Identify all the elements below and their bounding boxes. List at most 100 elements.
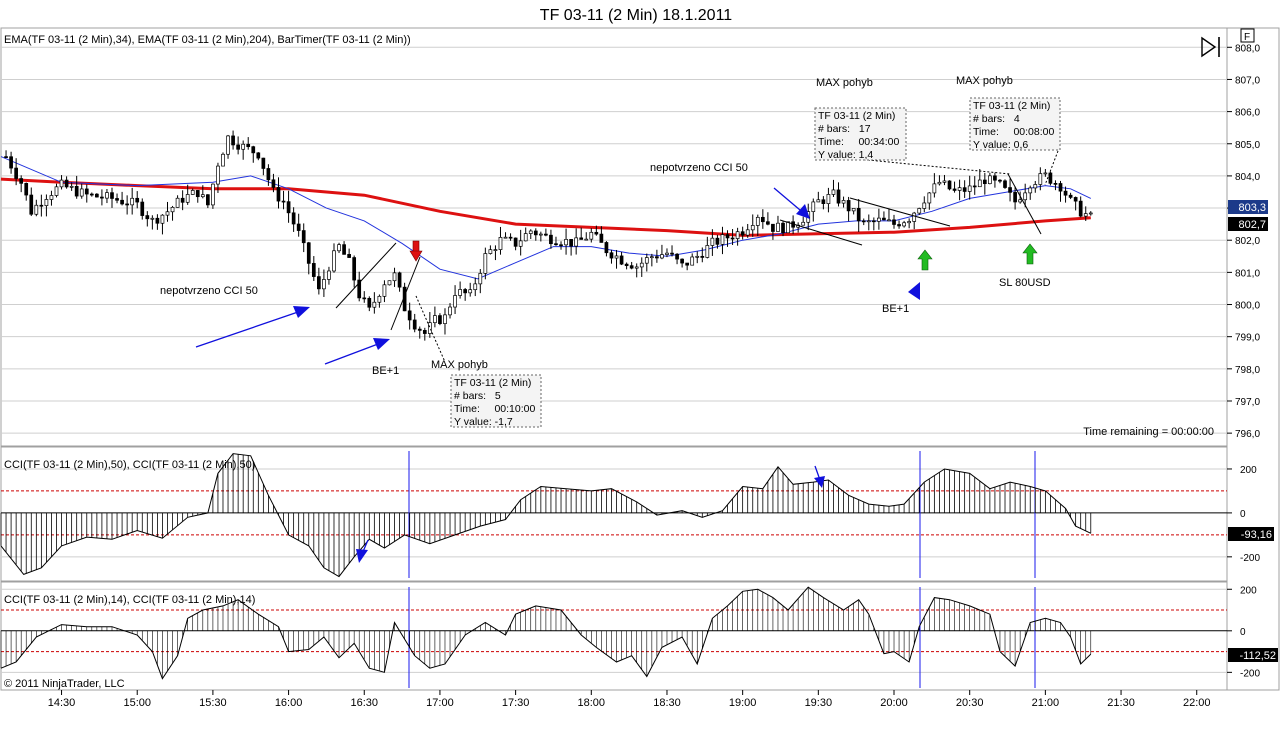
candle-body [79,188,84,197]
candle-body [715,237,720,245]
candle-body [841,200,846,204]
candle-body [322,279,326,290]
panel-toggle-button[interactable]: F [1240,28,1255,43]
candle-body [311,263,316,277]
measure-box-3[interactable]: TF 03-11 (2 Min) # bars: 4 Time: 00:08:0… [969,97,1061,151]
candle-body [337,244,341,252]
price-tick-label: 800,0 [1235,301,1260,312]
price-tick-label: 796,0 [1235,429,1260,440]
time-tick-label: 15:30 [199,697,227,709]
skip-to-end-icon[interactable] [1201,36,1220,58]
candle-body [135,197,140,203]
current-price-badge: 803,3 [1228,200,1268,214]
candle-body [811,201,816,212]
candle-body [977,179,982,188]
price-tick-label: 806,0 [1235,108,1260,119]
candle-body [1048,172,1053,184]
measure-box-line: Time: 00:10:00 [454,403,535,415]
candle-body [125,203,129,206]
price-tick-label: 802,0 [1235,236,1260,247]
candle-body [665,252,669,255]
candle-body [433,315,437,324]
candle-body [377,295,382,303]
candle-body [1003,180,1007,188]
candle-body [84,188,89,195]
candle-body [972,185,977,188]
candle-body [533,230,538,236]
ema34-line [0,156,1092,280]
candle-body [1053,183,1058,185]
candle-body [861,220,866,223]
time-tick-label: 14:30 [48,697,76,709]
annotation-nepotvrzeno-left: nepotvrzeno CCI 50 [160,285,258,297]
annotation-be-right: BE+1 [882,303,909,315]
candle-body [29,194,34,215]
candle-body [549,234,553,245]
measure-box-2[interactable]: TF 03-11 (2 Min) # bars: 17 Time: 00:34:… [814,107,907,161]
candle-body [740,231,745,236]
price-axis-area[interactable] [1226,27,1280,691]
time-tick-label: 19:00 [729,697,757,709]
price-tick-label: 808,0 [1235,43,1260,54]
time-tick-label: 21:00 [1032,697,1060,709]
price-tick-label: 801,0 [1235,268,1260,279]
candle-body [110,192,114,199]
candle-body [695,255,700,258]
candle-body [231,135,235,146]
candle-body [190,190,195,195]
current-price-value: 803,3 [1238,202,1266,214]
candle-body [216,165,220,185]
time-tick-label: 17:30 [502,697,530,709]
candle-body [912,212,917,222]
measure-box-1[interactable]: TF 03-11 (2 Min) # bars: 5 Time: 00:10:0… [450,374,542,428]
candle-body [614,255,619,259]
price-panel[interactable] [0,27,1228,447]
candle-body [660,254,664,259]
candle-body [1028,187,1033,194]
candle-body [766,221,770,225]
candle-body [276,187,281,202]
candle-body [887,219,891,222]
panel-toggle-label: F [1244,32,1250,43]
candle-body [866,220,871,223]
candle-body [685,262,690,266]
time-tick-label: 18:00 [578,697,606,709]
candle-body [407,310,412,321]
annotation-max-2: MAX pohyb [816,77,873,89]
annotation-max-1: MAX pohyb [431,359,488,371]
drawing-annotations[interactable] [335,150,1059,363]
candle-body [735,231,740,239]
candle-body [1038,173,1043,185]
candle-body [670,252,674,255]
candle-body [589,231,594,240]
candle-body [1033,184,1038,189]
cci14-current-value: -112,52 [1240,650,1277,662]
candle-body [725,234,730,239]
cci50-label: CCI(TF 03-11 (2 Min),50), CCI(TF 03-11 (… [4,459,255,471]
candle-body [993,175,997,181]
candle-body [952,188,957,191]
candle-body [564,239,568,246]
annotation-be-left: BE+1 [372,365,399,377]
candle-body [771,223,775,232]
candle-body [982,179,987,185]
candle-body [745,229,750,236]
candle-body [59,179,64,188]
candle-body [655,256,659,259]
candle-body [609,252,614,259]
candle-body [155,217,160,224]
arrow-annotations[interactable] [195,187,920,563]
candle-body [816,199,821,203]
time-tick-label: 15:00 [123,697,151,709]
annotation-nepotvrzeno-right: nepotvrzeno CCI 50 [650,162,748,174]
measure-box-line: Y value: 0,6 [973,139,1028,151]
candle-body [185,194,190,203]
candle-body [362,297,367,300]
candle-body [781,222,785,234]
time-tick-label: 21:30 [1107,697,1135,709]
candle-body [508,236,513,239]
time-tick-label: 22:00 [1183,697,1211,709]
measure-box-line: Time: 00:34:00 [818,136,899,148]
candle-body [937,181,942,185]
